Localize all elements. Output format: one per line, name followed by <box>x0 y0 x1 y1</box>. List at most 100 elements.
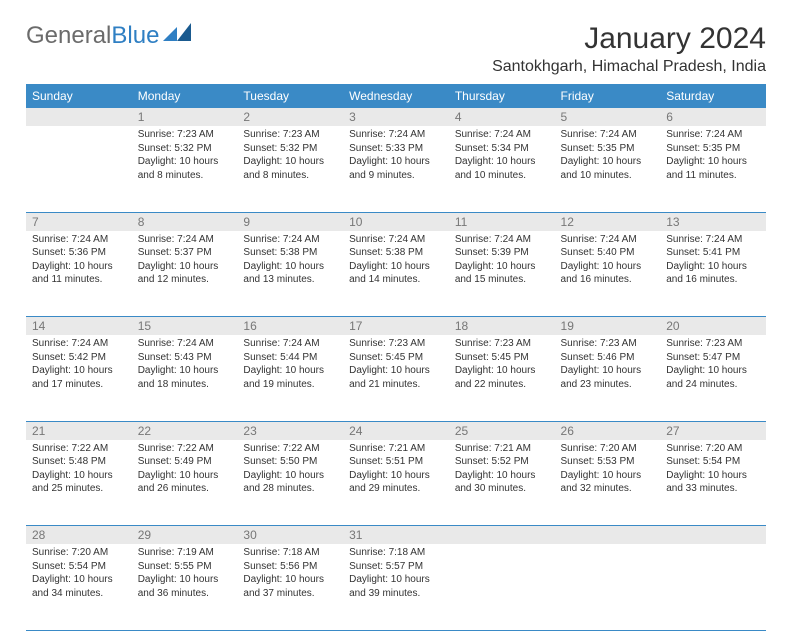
day-number-cell <box>449 526 555 545</box>
day-number-cell: 24 <box>343 421 449 440</box>
sunrise-text: Sunrise: 7:23 AM <box>561 337 655 351</box>
logo-mark-icon <box>163 22 191 50</box>
day-cell: Sunrise: 7:22 AMSunset: 5:50 PMDaylight:… <box>237 440 343 526</box>
day-cell: Sunrise: 7:24 AMSunset: 5:41 PMDaylight:… <box>660 231 766 317</box>
daylight-text: and 30 minutes. <box>455 482 549 496</box>
daylight-text: Daylight: 10 hours <box>561 260 655 274</box>
day-number-cell: 31 <box>343 526 449 545</box>
day-number-cell: 6 <box>660 108 766 126</box>
daylight-text: Daylight: 10 hours <box>349 573 443 587</box>
day-cell: Sunrise: 7:21 AMSunset: 5:51 PMDaylight:… <box>343 440 449 526</box>
daylight-text: and 36 minutes. <box>138 587 232 601</box>
sunset-text: Sunset: 5:39 PM <box>455 246 549 260</box>
sunrise-text: Sunrise: 7:24 AM <box>138 337 232 351</box>
calendar-table: Sunday Monday Tuesday Wednesday Thursday… <box>26 84 766 631</box>
daylight-text: and 22 minutes. <box>455 378 549 392</box>
day-number-cell: 27 <box>660 421 766 440</box>
day-cell: Sunrise: 7:23 AMSunset: 5:45 PMDaylight:… <box>449 335 555 421</box>
sunset-text: Sunset: 5:51 PM <box>349 455 443 469</box>
weekday-header-row: Sunday Monday Tuesday Wednesday Thursday… <box>26 84 766 108</box>
daylight-text: Daylight: 10 hours <box>138 364 232 378</box>
day-cell: Sunrise: 7:24 AMSunset: 5:33 PMDaylight:… <box>343 126 449 212</box>
day-cell <box>555 544 661 630</box>
sunrise-text: Sunrise: 7:18 AM <box>243 546 337 560</box>
day-cell <box>660 544 766 630</box>
sunrise-text: Sunrise: 7:24 AM <box>32 337 126 351</box>
daylight-text: Daylight: 10 hours <box>455 364 549 378</box>
day-number-cell: 16 <box>237 317 343 336</box>
daylight-text: and 11 minutes. <box>32 273 126 287</box>
daylight-text: and 19 minutes. <box>243 378 337 392</box>
daynum-row: 78910111213 <box>26 212 766 231</box>
week-row: Sunrise: 7:20 AMSunset: 5:54 PMDaylight:… <box>26 544 766 630</box>
daylight-text: Daylight: 10 hours <box>243 260 337 274</box>
weekday-header: Sunday <box>26 84 132 108</box>
day-number-cell: 4 <box>449 108 555 126</box>
daylight-text: Daylight: 10 hours <box>455 155 549 169</box>
sunset-text: Sunset: 5:38 PM <box>349 246 443 260</box>
daylight-text: Daylight: 10 hours <box>666 469 760 483</box>
daylight-text: and 37 minutes. <box>243 587 337 601</box>
sunset-text: Sunset: 5:45 PM <box>349 351 443 365</box>
sunset-text: Sunset: 5:54 PM <box>666 455 760 469</box>
daylight-text: and 15 minutes. <box>455 273 549 287</box>
daylight-text: and 23 minutes. <box>561 378 655 392</box>
day-cell: Sunrise: 7:19 AMSunset: 5:55 PMDaylight:… <box>132 544 238 630</box>
sunrise-text: Sunrise: 7:24 AM <box>349 233 443 247</box>
day-number-cell: 14 <box>26 317 132 336</box>
day-number-cell: 1 <box>132 108 238 126</box>
day-cell: Sunrise: 7:24 AMSunset: 5:35 PMDaylight:… <box>555 126 661 212</box>
logo-text-1: General <box>26 22 111 50</box>
daylight-text: Daylight: 10 hours <box>243 364 337 378</box>
day-number-cell: 26 <box>555 421 661 440</box>
day-cell: Sunrise: 7:23 AMSunset: 5:47 PMDaylight:… <box>660 335 766 421</box>
daylight-text: Daylight: 10 hours <box>455 469 549 483</box>
sunset-text: Sunset: 5:34 PM <box>455 142 549 156</box>
daylight-text: Daylight: 10 hours <box>561 364 655 378</box>
daynum-row: 123456 <box>26 108 766 126</box>
week-row: Sunrise: 7:22 AMSunset: 5:48 PMDaylight:… <box>26 440 766 526</box>
logo-text-2: Blue <box>111 22 159 50</box>
daylight-text: and 16 minutes. <box>666 273 760 287</box>
daylight-text: and 10 minutes. <box>561 169 655 183</box>
daylight-text: and 17 minutes. <box>32 378 126 392</box>
weekday-header: Tuesday <box>237 84 343 108</box>
sunrise-text: Sunrise: 7:19 AM <box>138 546 232 560</box>
weekday-header: Monday <box>132 84 238 108</box>
day-number-cell: 9 <box>237 212 343 231</box>
daylight-text: and 21 minutes. <box>349 378 443 392</box>
sunrise-text: Sunrise: 7:24 AM <box>561 128 655 142</box>
daylight-text: and 16 minutes. <box>561 273 655 287</box>
weekday-header: Wednesday <box>343 84 449 108</box>
day-cell: Sunrise: 7:23 AMSunset: 5:46 PMDaylight:… <box>555 335 661 421</box>
sunset-text: Sunset: 5:38 PM <box>243 246 337 260</box>
sunset-text: Sunset: 5:55 PM <box>138 560 232 574</box>
day-number-cell: 5 <box>555 108 661 126</box>
sunrise-text: Sunrise: 7:24 AM <box>243 233 337 247</box>
daynum-row: 28293031 <box>26 526 766 545</box>
weekday-header: Saturday <box>660 84 766 108</box>
sunrise-text: Sunrise: 7:23 AM <box>138 128 232 142</box>
day-cell: Sunrise: 7:24 AMSunset: 5:38 PMDaylight:… <box>343 231 449 317</box>
sunrise-text: Sunrise: 7:22 AM <box>243 442 337 456</box>
sunrise-text: Sunrise: 7:24 AM <box>32 233 126 247</box>
sunrise-text: Sunrise: 7:18 AM <box>349 546 443 560</box>
sunset-text: Sunset: 5:43 PM <box>138 351 232 365</box>
sunset-text: Sunset: 5:33 PM <box>349 142 443 156</box>
sunrise-text: Sunrise: 7:23 AM <box>666 337 760 351</box>
sunset-text: Sunset: 5:54 PM <box>32 560 126 574</box>
daylight-text: Daylight: 10 hours <box>243 155 337 169</box>
day-number-cell: 30 <box>237 526 343 545</box>
day-cell: Sunrise: 7:24 AMSunset: 5:44 PMDaylight:… <box>237 335 343 421</box>
day-number-cell: 25 <box>449 421 555 440</box>
day-cell: Sunrise: 7:22 AMSunset: 5:49 PMDaylight:… <box>132 440 238 526</box>
daylight-text: and 24 minutes. <box>666 378 760 392</box>
day-cell: Sunrise: 7:18 AMSunset: 5:57 PMDaylight:… <box>343 544 449 630</box>
daylight-text: and 29 minutes. <box>349 482 443 496</box>
sunset-text: Sunset: 5:41 PM <box>666 246 760 260</box>
day-number-cell: 3 <box>343 108 449 126</box>
sunrise-text: Sunrise: 7:21 AM <box>455 442 549 456</box>
daylight-text: and 33 minutes. <box>666 482 760 496</box>
day-cell: Sunrise: 7:20 AMSunset: 5:53 PMDaylight:… <box>555 440 661 526</box>
daynum-row: 21222324252627 <box>26 421 766 440</box>
